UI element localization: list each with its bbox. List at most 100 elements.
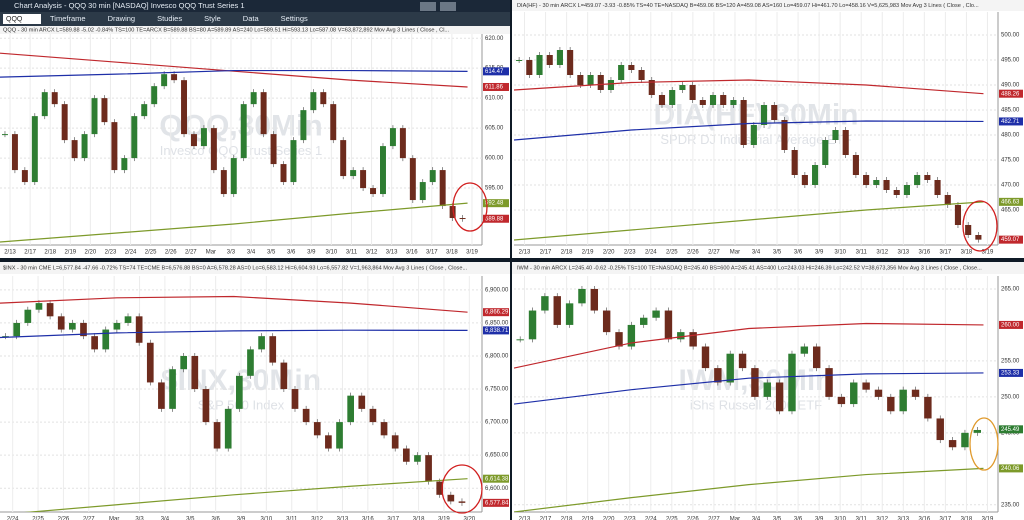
candle <box>638 70 645 80</box>
info-line: $INX - 30 min CME L=6,577.84 -47.66 -0.7… <box>3 265 468 271</box>
candle <box>837 396 846 405</box>
candle <box>720 95 727 105</box>
candle <box>439 170 446 207</box>
x-tick-label: 3/19 <box>982 517 994 520</box>
candle <box>419 182 426 201</box>
moving-average <box>514 79 984 95</box>
price-label-box <box>483 326 509 335</box>
toolbar-button[interactable]: Style <box>204 14 221 23</box>
price-label: 245.49 <box>1001 427 1020 433</box>
moving-average <box>24 478 468 512</box>
y-tick-label: 470.00 <box>1001 183 1020 189</box>
candle <box>812 346 821 369</box>
x-tick-label: 3/20 <box>463 517 475 520</box>
candle <box>863 175 870 185</box>
candle <box>161 74 168 87</box>
x-tick-label: 3/4 <box>161 517 170 520</box>
y-tick-label: 600.00 <box>485 156 504 162</box>
candle <box>578 288 586 304</box>
x-tick-label: 3/12 <box>366 250 378 256</box>
candle <box>771 105 778 120</box>
window-button[interactable] <box>420 2 436 11</box>
x-tick-label: 2/27 <box>708 517 720 520</box>
title-bar <box>0 0 510 12</box>
x-tick-label: 2/18 <box>561 517 573 520</box>
candle <box>91 98 98 135</box>
info-bar <box>0 26 510 34</box>
toolbar-button[interactable]: Studies <box>157 14 182 23</box>
price-label: 589.88 <box>485 216 504 222</box>
candle <box>340 140 347 177</box>
price-label: 611.86 <box>485 85 504 91</box>
x-tick-label: 3/17 <box>387 517 399 520</box>
candle <box>965 225 972 235</box>
candle <box>180 355 188 370</box>
candle <box>230 158 237 195</box>
window-button[interactable] <box>440 2 456 11</box>
candle <box>280 164 287 183</box>
price-label: 6,866.29 <box>485 310 509 316</box>
x-tick-label: 3/17 <box>426 250 438 256</box>
x-tick-label: 3/13 <box>337 517 349 520</box>
candle <box>35 303 43 310</box>
candle <box>69 322 76 330</box>
x-tick-label: 2/20 <box>85 250 97 256</box>
price-label-box <box>999 117 1023 126</box>
toolbar-button[interactable]: Settings <box>281 14 308 23</box>
x-tick-label: 3/18 <box>446 250 458 256</box>
price-label: 466.63 <box>1001 199 1020 205</box>
x-tick-label: Mar <box>109 517 119 520</box>
candle <box>893 190 900 195</box>
moving-average <box>514 372 984 405</box>
candle <box>458 501 466 503</box>
candle <box>516 339 524 341</box>
info-line: IWM - 30 min ARCX L=245.40 -0.62 -0.25% … <box>517 265 982 271</box>
candle <box>111 122 118 171</box>
symbol-input[interactable] <box>3 14 41 24</box>
candle <box>300 110 307 141</box>
candle <box>200 128 207 147</box>
price-label: 253.33 <box>1001 370 1020 376</box>
candle <box>528 310 537 340</box>
candle <box>429 170 436 183</box>
candle <box>618 65 625 80</box>
candle <box>158 382 165 409</box>
candle <box>961 432 969 448</box>
candle <box>80 322 87 337</box>
y-tick-label: 6,600.00 <box>485 486 509 492</box>
x-tick-label: 2/20 <box>603 517 615 520</box>
candle <box>973 429 982 433</box>
candle <box>590 288 599 311</box>
y-tick-label: 6,700.00 <box>485 420 509 426</box>
candle <box>302 408 310 423</box>
candle <box>250 92 257 105</box>
candle <box>347 395 354 423</box>
window-title: Chart Analysis - QQQ 30 min [NASDAQ] Inv… <box>14 1 245 10</box>
candle <box>842 130 849 155</box>
price-label-box <box>483 498 509 507</box>
toolbar-button[interactable]: Data <box>243 14 260 23</box>
candle <box>291 389 299 409</box>
x-tick-label: 3/11 <box>346 250 358 256</box>
x-tick-label: 3/12 <box>876 517 888 520</box>
price-label: 482.71 <box>1001 119 1020 125</box>
candle <box>459 218 466 220</box>
x-tick-label: 2/20 <box>603 250 615 256</box>
moving-average <box>0 295 468 313</box>
y-tick-label: 465.00 <box>1001 208 1020 214</box>
y-tick-label: 495.00 <box>1001 58 1020 64</box>
candle <box>310 92 317 111</box>
x-tick-label: 2/27 <box>83 517 95 520</box>
toolbar-button[interactable]: Drawing <box>108 14 136 23</box>
candle <box>640 317 648 325</box>
x-tick-label: 3/13 <box>897 250 909 256</box>
candle <box>220 170 227 195</box>
x-tick-label: 2/26 <box>687 517 699 520</box>
x-tick-label: 3/11 <box>856 250 868 256</box>
x-tick-label: 3/11 <box>856 517 868 520</box>
candle <box>358 395 366 409</box>
toolbar-button[interactable]: Timeframe <box>50 14 86 23</box>
candle <box>61 104 68 141</box>
moving-average <box>514 120 984 141</box>
